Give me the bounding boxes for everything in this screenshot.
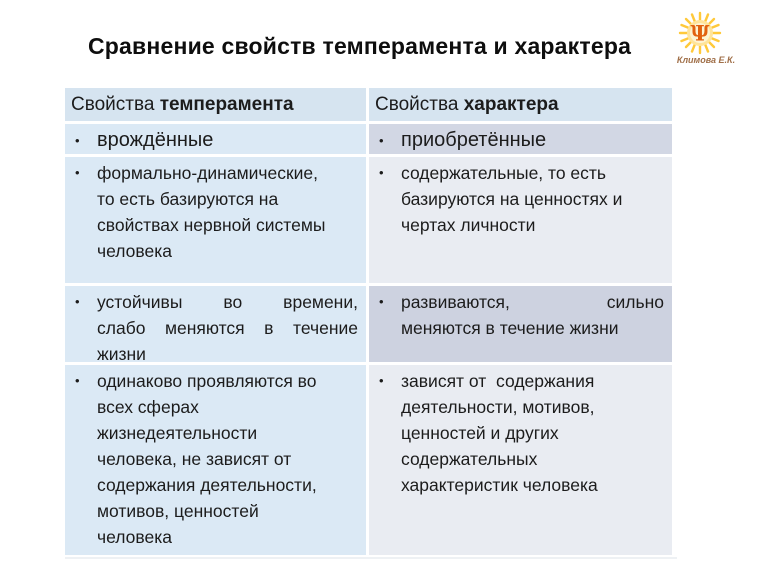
bullet-icon: • <box>75 165 80 180</box>
bullet-icon: • <box>379 294 384 309</box>
cell-text: развиваются, сильно меняются в течение ж… <box>401 286 672 341</box>
table-row-3-right: • развиваются, сильно меняются в течение… <box>369 286 672 362</box>
table-row-2-left: • формально-динамические, то есть базиру… <box>65 157 366 283</box>
bullet-icon: • <box>379 133 384 148</box>
psi-glyph: Ψ <box>690 21 710 46</box>
header-prefix: Свойства <box>71 94 160 115</box>
table-row-2-right: • содержательные, то есть базируются на … <box>369 157 672 283</box>
bullet-icon: • <box>75 373 80 388</box>
cell-text: устойчивы во времени, слабо меняются в т… <box>97 286 366 367</box>
table-row-4-left: • одинаково проявляются во всех сферах ж… <box>65 365 366 555</box>
logo-author-text: Климова Е.К. <box>676 55 736 65</box>
page-title: Сравнение свойств темперамента и характе… <box>88 33 632 59</box>
bullet-icon: • <box>75 294 80 309</box>
bullet-icon: • <box>75 133 80 148</box>
table-header-temperament: Свойства темперамента <box>65 88 366 121</box>
cell-text: приобретённые <box>401 129 547 151</box>
cell-line: слабо меняются в течение <box>97 318 358 338</box>
cell-line: развиваются, сильно <box>401 292 664 312</box>
table-header-character: Свойства характера <box>369 88 672 121</box>
cell-text: одинаково проявляются во всех сферах жиз… <box>97 371 317 547</box>
table-row-1-left: • врождённые <box>65 124 366 154</box>
cell-line: устойчивы во времени, <box>97 292 358 312</box>
bullet-icon: • <box>379 373 384 388</box>
bullet-icon: • <box>379 165 384 180</box>
cell-text: содержательные, то есть базируются на це… <box>401 163 623 235</box>
cell-text: зависят от содержания деятельности, моти… <box>401 371 598 495</box>
table-bottom-shadow <box>65 557 677 559</box>
table-row-3-left: • устойчивы во времени, слабо меняются в… <box>65 286 366 364</box>
cell-text: формально-динамические, то есть базируют… <box>97 163 326 261</box>
psi-sunburst-icon: Ψ <box>678 11 722 55</box>
table-row-4-right: • зависят от содержания деятельности, мо… <box>369 365 672 555</box>
logo: Ψ <box>678 11 722 55</box>
cell-line: жизни <box>97 344 146 364</box>
cell-text: врождённые <box>97 129 214 151</box>
table-row-1-right: • приобретённые <box>369 124 672 154</box>
comparison-table: Свойства темперамента Свойства характера… <box>65 88 672 555</box>
header-emphasis: характера <box>463 94 559 115</box>
header-prefix: Свойства <box>375 94 464 115</box>
cell-line: меняются в течение жизни <box>401 318 619 338</box>
header-emphasis: темперамента <box>159 94 294 115</box>
